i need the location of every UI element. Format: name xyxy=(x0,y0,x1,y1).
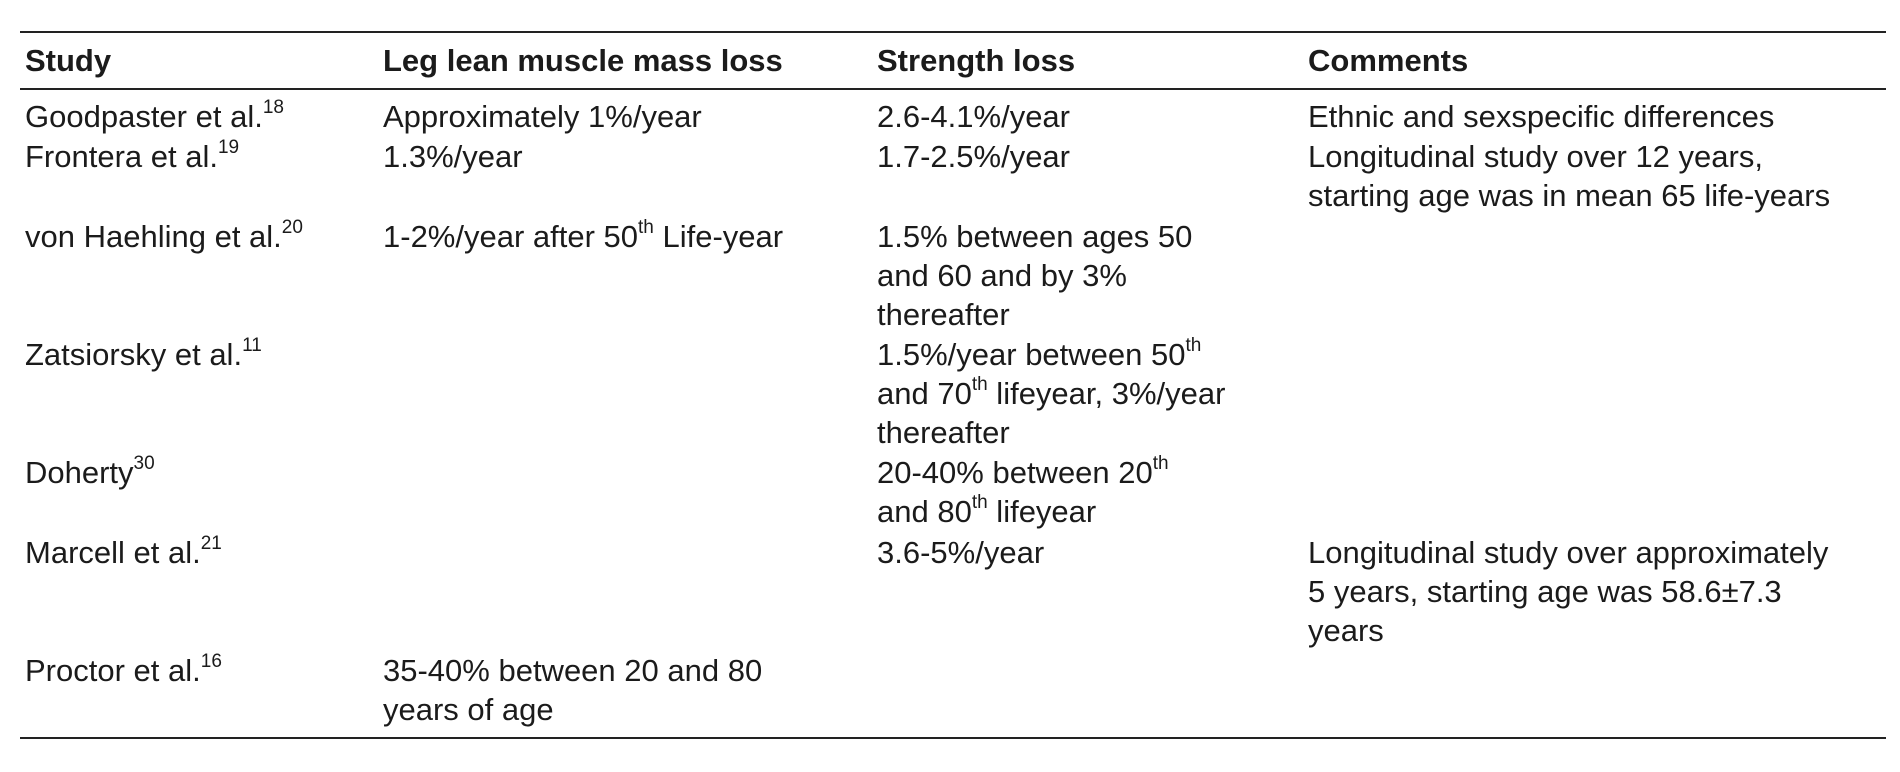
ordinal-suffix: th xyxy=(1185,334,1202,356)
cell-study: Frontera et al.19 xyxy=(20,137,378,217)
table-row: Goodpaster et al.18 Approximately 1%/yea… xyxy=(20,97,1886,137)
cell-leg-lean xyxy=(378,453,872,533)
comment-line: Longitudinal study over approximately xyxy=(1308,535,1829,570)
cell-leg-lean xyxy=(378,335,872,453)
study-reference: 19 xyxy=(217,136,240,158)
table-row: Marcell et al.21 3.6-5%/year Longitudina… xyxy=(20,533,1886,651)
cell-strength: 20-40% between 20th and 80th lifeyear xyxy=(872,453,1303,533)
cell-comments: Longitudinal study over 12 years, starti… xyxy=(1303,137,1886,217)
comment-line: starting age was in mean 65 life-years xyxy=(1308,178,1831,213)
cell-comments xyxy=(1303,651,1886,737)
cell-comments xyxy=(1303,217,1886,335)
cell-study: Doherty30 xyxy=(20,453,378,533)
strength-text: and 80 xyxy=(877,494,972,529)
strength-text: and 70 xyxy=(877,376,972,411)
cell-leg-lean xyxy=(378,533,872,651)
table-row: Proctor et al.16 35-40% between 20 and 8… xyxy=(20,651,1886,737)
table-row: Doherty30 20-40% between 20th and 80th l… xyxy=(20,453,1886,533)
header-leg-lean: Leg lean muscle mass loss xyxy=(383,42,783,78)
table-row: von Haehling et al.20 1-2%/year after 50… xyxy=(20,217,1886,335)
header-strength: Strength loss xyxy=(877,42,1076,78)
table-row: Frontera et al.19 1.3%/year 1.7-2.5%/yea… xyxy=(20,137,1886,217)
header-study: Study xyxy=(25,42,112,78)
study-name: Zatsiorsky et al. xyxy=(25,337,243,372)
study-reference: 30 xyxy=(133,452,155,474)
strength-text: 20-40% between 20 xyxy=(877,455,1153,490)
ordinal-suffix: th xyxy=(1152,452,1169,474)
cell-study: von Haehling et al.20 xyxy=(20,217,378,335)
study-name: Goodpaster et al. xyxy=(25,99,263,134)
cell-study: Goodpaster et al.18 xyxy=(20,97,378,137)
ordinal-suffix: th xyxy=(971,373,988,395)
cell-comments xyxy=(1303,453,1886,533)
leg-lean-line: 35-40% between 20 and 80 xyxy=(383,653,763,688)
cell-study: Marcell et al.21 xyxy=(20,533,378,651)
strength-line: 1.5%/year between 50th xyxy=(877,335,1303,374)
study-name: Marcell et al. xyxy=(25,535,201,570)
table-body: Goodpaster et al.18 Approximately 1%/yea… xyxy=(20,90,1886,737)
study-reference: 18 xyxy=(262,96,284,118)
study-reference: 16 xyxy=(200,650,222,672)
leg-lean-text: Life-year xyxy=(653,219,784,254)
ordinal-suffix: th xyxy=(638,216,654,238)
cell-leg-lean: Approximately 1%/year xyxy=(383,99,702,134)
cell-study: Proctor et al.16 xyxy=(20,651,378,737)
cell-strength: 3.6-5%/year xyxy=(877,535,1045,570)
cell-strength xyxy=(872,651,1303,737)
strength-line: and 70th lifeyear, 3%/year xyxy=(877,374,1303,413)
table-header-row: Study Leg lean muscle mass loss Strength… xyxy=(20,33,1886,88)
study-reference: 11 xyxy=(242,334,262,356)
study-name: Frontera et al. xyxy=(25,139,218,174)
table-bottom-rule xyxy=(20,737,1886,739)
comment-line: Ethnic and sexspecific differences xyxy=(1308,99,1775,134)
cell-strength: 2.6-4.1%/year xyxy=(877,99,1070,134)
comment-line: Longitudinal study over 12 years, xyxy=(1308,139,1763,174)
strength-line: thereafter xyxy=(877,415,1010,450)
strength-text: 1.5%/year between 50 xyxy=(877,337,1186,372)
cell-comments: Ethnic and sexspecific differences xyxy=(1303,97,1886,137)
comment-line: years xyxy=(1308,613,1384,648)
strength-line: 20-40% between 20th xyxy=(877,453,1303,492)
header-comments: Comments xyxy=(1308,42,1469,78)
study-reference: 20 xyxy=(281,216,303,238)
cell-strength: 1.7-2.5%/year xyxy=(877,139,1070,174)
table-row: Zatsiorsky et al.11 1.5%/year between 50… xyxy=(20,335,1886,453)
cell-leg-lean: 1.3%/year xyxy=(383,139,523,174)
study-reference: 21 xyxy=(200,532,222,554)
cell-leg-lean: 35-40% between 20 and 80 years of age xyxy=(378,651,872,737)
leg-lean-text: 1-2%/year after 50 xyxy=(383,219,639,254)
cell-comments xyxy=(1303,335,1886,453)
strength-text: lifeyear xyxy=(987,494,1097,529)
strength-text: lifeyear, 3%/year xyxy=(987,376,1226,411)
cell-study: Zatsiorsky et al.11 xyxy=(20,335,378,453)
strength-line: and 80th lifeyear xyxy=(877,492,1303,531)
comment-line: 5 years, starting age was 58.6±7.3 xyxy=(1308,574,1782,609)
study-name: Proctor et al. xyxy=(25,653,201,688)
leg-lean-line: years of age xyxy=(383,692,554,727)
table-header-rule xyxy=(20,88,1886,90)
strength-line: and 60 and by 3% xyxy=(877,258,1127,293)
cell-comments: Longitudinal study over approximately 5 … xyxy=(1303,533,1886,651)
cell-leg-lean: 1-2%/year after 50th Life-year xyxy=(378,217,872,335)
data-table: Study Leg lean muscle mass loss Strength… xyxy=(20,31,1886,739)
ordinal-suffix: th xyxy=(971,491,988,513)
cell-strength: 1.5%/year between 50th and 70th lifeyear… xyxy=(872,335,1303,453)
cell-strength: 1.5% between ages 50 and 60 and by 3% th… xyxy=(872,217,1303,335)
table-top-rule xyxy=(20,31,1886,33)
study-name: Doherty xyxy=(25,455,134,490)
strength-line: 1.5% between ages 50 xyxy=(877,219,1193,254)
study-name: von Haehling et al. xyxy=(25,219,282,254)
strength-line: thereafter xyxy=(877,297,1010,332)
